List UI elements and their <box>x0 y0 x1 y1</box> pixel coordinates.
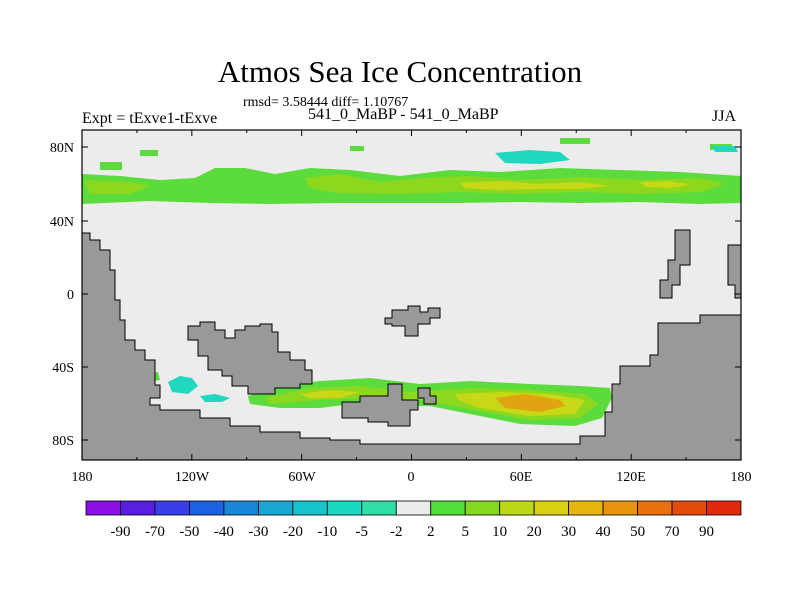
lat-tick-label: 0 <box>67 288 74 303</box>
arctic-patch <box>100 162 122 170</box>
lat-tick-label: 80N <box>50 141 74 156</box>
chart-title: Atmos Sea Ice Concentration <box>217 54 583 89</box>
colorbar-swatch <box>533 500 570 516</box>
colorbar-swatch <box>602 500 638 516</box>
colorbar-label: -2 <box>390 524 403 540</box>
lat-tick-label: 40N <box>50 215 74 230</box>
colorbar-label: 5 <box>461 524 469 540</box>
south-negative-patch <box>200 394 230 402</box>
land-central-continent <box>187 321 313 395</box>
colorbar-swatch <box>671 500 707 516</box>
experiment-label: Expt = tExve1-tExve <box>82 110 218 127</box>
colorbar-swatch <box>637 500 673 516</box>
axis-ticks <box>81 130 742 460</box>
colorbar-swatch <box>706 500 742 516</box>
colorbar-swatch <box>154 500 190 516</box>
lat-tick-label: 40S <box>52 361 74 376</box>
arctic-patch <box>140 150 158 156</box>
colorbar-label: 2 <box>427 524 435 540</box>
colorbar-label: -50 <box>179 524 199 540</box>
lon-tick-label: 60W <box>288 470 316 485</box>
arctic-patch <box>350 146 364 151</box>
colorbar-swatch <box>361 500 397 516</box>
colorbar-swatch <box>189 500 225 516</box>
colorbar <box>85 500 742 516</box>
case-label: 541_0_MaBP - 541_0_MaBP <box>308 106 499 123</box>
land-masses <box>82 229 741 460</box>
colorbar-swatch <box>292 500 328 516</box>
colorbar-label: -5 <box>356 524 369 540</box>
colorbar-label: -20 <box>283 524 303 540</box>
lon-tick-label: 120W <box>175 470 210 485</box>
colorbar-swatch <box>499 500 535 516</box>
colorbar-swatch <box>223 500 259 516</box>
colorbar-label: -10 <box>317 524 337 540</box>
colorbar-swatch <box>326 500 363 516</box>
colorbar-swatch <box>257 500 294 516</box>
rmsd-diff-stats: rmsd= 3.58444 diff= 1.10767 <box>243 95 409 110</box>
south-negative-patch <box>168 376 198 394</box>
lon-tick-label: 180 <box>72 470 93 485</box>
colorbar-labels: -90 -70 -50 -40 -30 -20 -10 -5 -2 2 5 10 20 30 40 50 70 9… <box>110 524 714 540</box>
season-label: JJA <box>712 108 737 125</box>
colorbar-label: -70 <box>145 524 165 540</box>
colorbar-swatch <box>395 500 432 516</box>
colorbar-swatch <box>120 500 156 516</box>
colorbar-swatch <box>430 500 466 516</box>
colorbar-label: 90 <box>699 524 714 540</box>
lon-tick-label: 60E <box>510 470 533 485</box>
arctic-patch <box>560 138 590 144</box>
colorbar-swatch <box>464 500 501 516</box>
lon-tick-label: 120E <box>616 470 646 485</box>
colorbar-label: 10 <box>492 524 507 540</box>
north-ice-band-peak <box>460 181 610 190</box>
colorbar-swatch <box>568 500 604 516</box>
colorbar-label: 50 <box>630 524 645 540</box>
land-central-island <box>384 305 441 337</box>
north-ice-west-patch <box>84 180 150 194</box>
arctic-negative-patch <box>495 150 570 164</box>
lon-tick-label: 0 <box>408 470 415 485</box>
land-east-edge <box>727 244 741 299</box>
colorbar-label: -90 <box>110 524 130 540</box>
colorbar-label: 30 <box>561 524 576 540</box>
colorbar-label: -40 <box>214 524 234 540</box>
lat-tick-label: 80S <box>52 434 74 449</box>
arctic-negative-patch <box>712 146 738 152</box>
colorbar-swatch <box>85 500 121 516</box>
colorbar-label: 70 <box>665 524 680 540</box>
colorbar-label: 40 <box>596 524 611 540</box>
land-east-peninsula <box>659 229 691 299</box>
south-ice-band-peak <box>495 394 565 412</box>
map-field <box>82 130 741 460</box>
lon-tick-label: 180 <box>731 470 752 485</box>
land-south-island-small <box>417 387 437 405</box>
colorbar-label: 20 <box>527 524 542 540</box>
colorbar-label: -30 <box>248 524 268 540</box>
land-south-islands <box>341 383 419 427</box>
north-ice-band-peak-2 <box>640 181 690 188</box>
lat-tick-labels: 80N 40N 0 40S 80S <box>50 141 74 449</box>
land-west-continent <box>82 232 741 460</box>
lon-tick-labels: 180 120W 60W 0 60E 120E 180 <box>72 470 752 485</box>
